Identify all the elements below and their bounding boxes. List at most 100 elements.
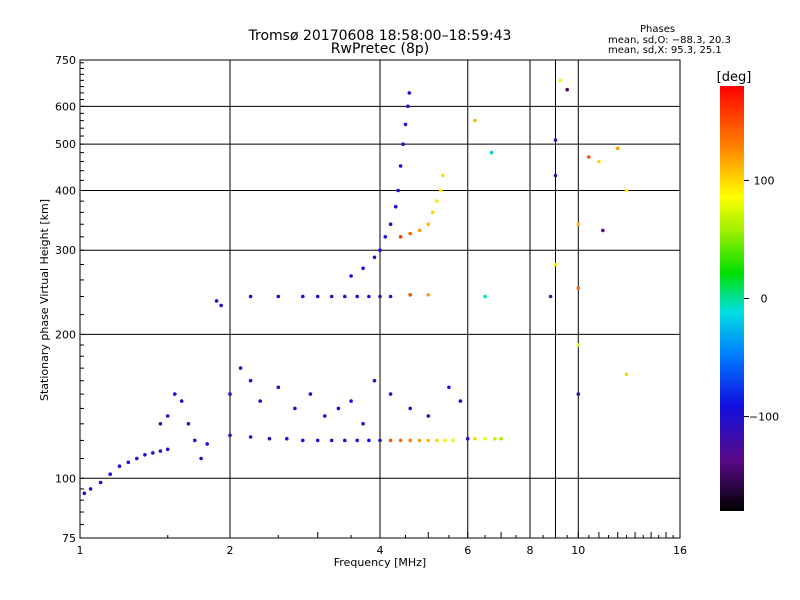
colorbar-label: [deg]: [717, 70, 752, 85]
data-point: [396, 188, 401, 193]
y-axis-label: Stationary phase Virtual Height [km]: [38, 199, 51, 401]
data-point: [349, 399, 353, 403]
data-point: [553, 173, 558, 178]
data-point: [458, 399, 463, 403]
y-tick-label: 500: [55, 138, 76, 151]
data-point: [228, 392, 232, 396]
y-tick-label: 100: [55, 472, 76, 485]
data-point: [407, 91, 412, 95]
data-point: [430, 210, 435, 215]
y-axis-ticks: 75 100 200 300 400 500 600 750: [55, 54, 84, 545]
data-point: [483, 294, 487, 299]
data-point: [576, 392, 581, 396]
data-point: [383, 235, 388, 239]
colorbar-tick-label: −100: [749, 411, 779, 424]
data-point: [343, 294, 347, 299]
data-point: [426, 438, 431, 443]
data-point: [378, 248, 382, 252]
data-point: [401, 142, 405, 146]
data-point: [483, 436, 487, 441]
data-point: [126, 460, 131, 465]
data-point: [248, 435, 253, 439]
data-points: [82, 78, 629, 496]
data-point: [576, 343, 581, 347]
data-point: [398, 438, 403, 443]
data-point: [393, 204, 398, 209]
x-axis-label: Frequency [MHz]: [334, 556, 426, 569]
data-point: [403, 122, 408, 127]
data-point: [343, 438, 347, 443]
data-point: [165, 414, 170, 418]
data-point: [558, 78, 562, 83]
data-point: [378, 438, 382, 443]
data-point: [489, 150, 494, 155]
data-point: [388, 438, 393, 443]
stats-title: Phases: [640, 24, 675, 35]
x-tick-label: 8: [527, 544, 534, 557]
data-point: [367, 294, 371, 299]
data-point: [117, 464, 122, 469]
data-point: [293, 406, 297, 411]
colorbar-ticks: 100 0 −100: [744, 174, 779, 424]
data-point: [565, 87, 569, 92]
data-point: [355, 294, 360, 299]
data-point: [465, 436, 470, 441]
data-point: [548, 294, 553, 299]
data-point: [388, 222, 393, 226]
data-point: [355, 438, 360, 443]
data-point: [205, 442, 209, 446]
stats-line-o: mean, sd,O: −88.3, 20.3: [608, 35, 731, 46]
data-point: [315, 438, 320, 443]
data-point: [576, 286, 581, 290]
data-point: [576, 222, 581, 226]
data-point: [329, 294, 334, 299]
data-point: [388, 392, 393, 396]
data-point: [301, 294, 305, 299]
data-point: [388, 294, 393, 299]
data-point: [186, 422, 191, 426]
data-point: [624, 188, 629, 193]
data-point: [267, 436, 272, 441]
data-point: [219, 303, 223, 308]
data-point: [238, 366, 243, 370]
data-point: [372, 255, 377, 260]
y-tick-label: 75: [62, 532, 76, 545]
data-point: [308, 392, 313, 396]
data-point: [553, 138, 558, 142]
x-tick-label: 6: [464, 544, 471, 557]
data-point: [398, 235, 403, 239]
x-tick-label: 16: [673, 544, 687, 557]
data-point: [447, 385, 451, 390]
data-point: [88, 487, 93, 491]
data-point: [361, 266, 365, 271]
data-point: [426, 222, 431, 226]
data-point: [151, 451, 155, 455]
data-point: [179, 399, 184, 403]
x-tick-label: 2: [227, 544, 234, 557]
chart-subtitle: RwPretec (8p): [331, 41, 429, 57]
data-point: [158, 449, 163, 453]
data-point: [408, 438, 413, 443]
data-point: [408, 293, 413, 297]
data-point: [301, 438, 305, 443]
data-point: [248, 378, 253, 383]
data-point: [158, 422, 163, 426]
x-tick-label: 10: [571, 544, 585, 557]
data-point: [248, 294, 253, 299]
chart-title: Tromsø 20170608 18:58:00–18:59:43: [248, 28, 512, 44]
data-point: [597, 159, 601, 164]
y-tick-label: 600: [55, 100, 76, 113]
colorbar: [720, 86, 744, 511]
data-point: [499, 436, 503, 441]
data-point: [441, 173, 445, 178]
data-point: [276, 385, 281, 390]
data-point: [426, 293, 431, 297]
data-point: [135, 456, 139, 461]
stats-line-x: mean, sd,X: 95.3, 25.1: [608, 45, 722, 56]
data-point: [193, 438, 197, 443]
y-tick-label: 400: [55, 184, 76, 197]
data-point: [98, 480, 103, 485]
x-tick-label: 1: [77, 544, 84, 557]
data-point: [443, 438, 447, 443]
data-point: [417, 438, 422, 443]
